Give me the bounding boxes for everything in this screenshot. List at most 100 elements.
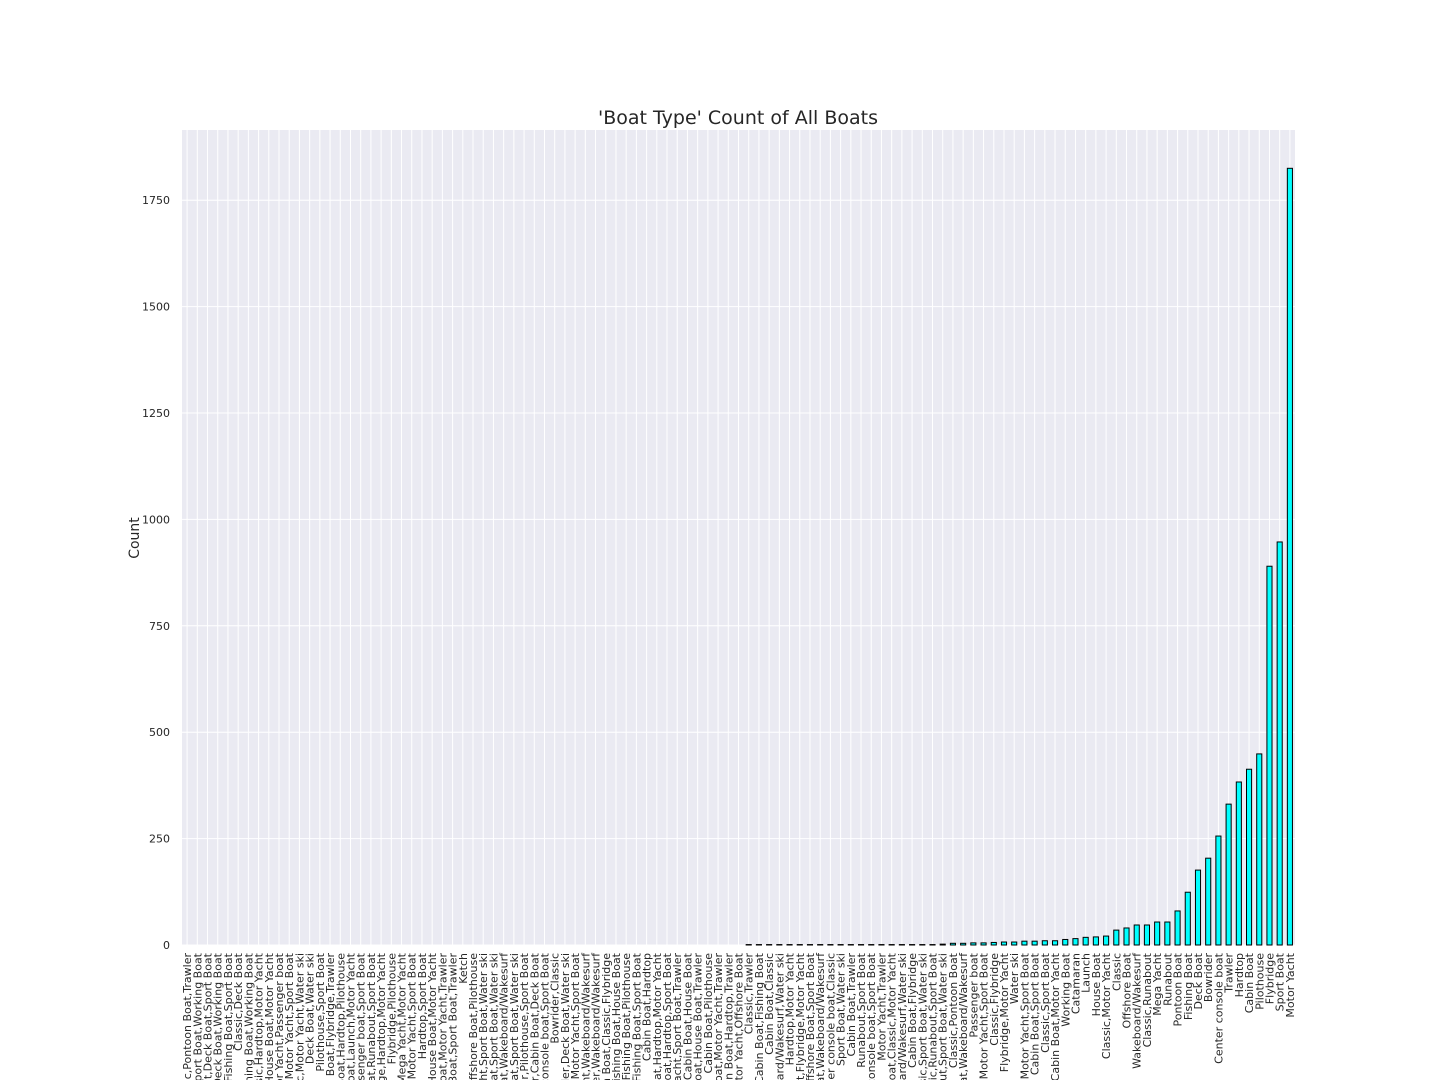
bar	[1225, 803, 1232, 946]
x-tick-label: der,Wakeboard/Wakesurf	[590, 952, 603, 1080]
x-tick-label: er,Cabin Boat,Deck Boat	[528, 952, 541, 1080]
x-tick-label: Flybridge,Pilothouse	[385, 953, 398, 1065]
x-tick-label: Bowrider,Classic	[549, 953, 562, 1044]
bar	[990, 941, 997, 946]
bar	[1000, 941, 1008, 946]
bar	[1072, 938, 1079, 946]
x-tick-label: board/Wakesurf,Water ski	[773, 953, 786, 1080]
bar	[1062, 938, 1069, 946]
x-tick-label: Hardtop,Sport Boat	[416, 952, 429, 1059]
x-tick-label: rider,Deck Boat,Water ski	[559, 953, 572, 1080]
x-tick-label: Cabin Boat,Trawler	[845, 953, 858, 1057]
x-tick-label: Pilothouse	[1253, 953, 1266, 1010]
y-tick-label: 1500	[142, 301, 170, 314]
bar	[1031, 940, 1038, 946]
x-tick-label: ,Fishing Boat,Sport Boat	[222, 952, 235, 1080]
x-tick-label: Pontoon Boat	[1172, 952, 1185, 1026]
x-tick-label: r,Motor Yacht,Sport Boat	[569, 952, 582, 1080]
y-tick-label: 1750	[142, 194, 170, 207]
x-tick-label: ,Fishing Boat,Pilothouse	[620, 953, 633, 1080]
x-tick-label: acht,Sport Boat,Water ski	[477, 953, 490, 1080]
x-tick-label: Classic	[1110, 953, 1123, 991]
x-tick-label: Water ski	[1008, 953, 1021, 1004]
x-tick-label: Boat,Motor Yacht,Trawler	[712, 953, 725, 1080]
bar	[949, 942, 956, 946]
bar	[1205, 857, 1212, 946]
x-tick-label: otor Yacht,Offshore Boat	[733, 952, 746, 1080]
bar	[1174, 910, 1181, 946]
bar	[1021, 940, 1028, 946]
bar	[1051, 940, 1059, 946]
bar	[1133, 924, 1140, 946]
x-tick-label: Classic,Runabout	[1141, 952, 1154, 1047]
bar	[1164, 921, 1171, 946]
y-tick-label: 0	[163, 939, 170, 952]
x-tick-label: Launch	[1080, 953, 1093, 993]
x-tick-label: cht,Wakeboard/Wakesurf	[579, 952, 592, 1080]
bar	[1256, 753, 1263, 946]
bar	[960, 942, 967, 946]
x-tick-label: Ketch	[457, 953, 470, 984]
x-tick-label: Classic,Motor Yacht	[1100, 952, 1113, 1059]
x-tick-label: boat,Sport Boat,Water ski	[508, 953, 521, 1080]
bar	[1113, 929, 1120, 946]
x-tick-label: oat,Wakeboard/Wakesurf	[498, 952, 511, 1080]
x-tick-label: board/Wakesurf,Water ski	[896, 953, 909, 1080]
x-tick-label: Runabout	[1161, 952, 1174, 1006]
x-tick-label: Mega Yacht	[1151, 952, 1164, 1015]
x-tick-label: Fishing Boat	[1182, 952, 1195, 1020]
x-tick-label: ishing Boat,Working Boat	[242, 952, 255, 1080]
x-tick-label: Deck Boat	[1192, 952, 1205, 1009]
x-tick-label: Offshore Boat,Sport Boat	[804, 952, 817, 1080]
x-tick-label: Hardtop,Motor Yacht	[784, 952, 797, 1065]
x-tick-label: Sport Boat,Working Boat	[191, 952, 204, 1080]
x-tick-label: Offshore Boat,Pilothouse	[467, 953, 480, 1080]
x-tick-label: ,Fishing Boat,Sport Boat	[630, 952, 643, 1080]
x-tick-label: Cabin Boat,House Boat	[681, 952, 694, 1080]
bar	[1082, 936, 1089, 946]
x-tick-label: House Boat,Motor Yacht	[426, 952, 439, 1080]
x-tick-label: Pilothouse,Sport Boat	[314, 952, 327, 1071]
x-tick-label: Cabin Boat,Sport Boat	[1029, 952, 1042, 1075]
bar	[970, 942, 977, 946]
x-tick-label: Cabin Boat,Classic	[763, 953, 776, 1055]
x-tick-label: Deck Boat,Water ski	[304, 953, 317, 1064]
x-tick-label: Classic,Deck Boat	[232, 952, 245, 1051]
x-tick-label: oat,Deck Boat,Sport Boat	[202, 952, 215, 1080]
x-tick-label: Classic,Trawler	[743, 953, 756, 1035]
x-tick-label: sic,Pontoon Boat,Trawler	[181, 953, 194, 1080]
x-tick-label: Fishing Boat,House Boat	[610, 952, 623, 1080]
x-tick-label: Cabin Boat	[1243, 952, 1256, 1013]
bar	[1245, 768, 1253, 946]
x-tick-label: e Boat,Sport Boat,Trawler	[447, 953, 460, 1080]
x-tick-label: ,Deck Boat,Working Boat	[212, 952, 225, 1080]
x-tick-label: Cabin Boat,Flybridge	[906, 953, 919, 1068]
bar	[1276, 541, 1283, 946]
bar	[1092, 936, 1099, 946]
x-tick-label: oat,Wakeboard/Wakesurf	[814, 952, 827, 1080]
x-tick-label: Offshore Boat	[1121, 952, 1134, 1028]
x-tick-label: House Boat	[1090, 952, 1103, 1016]
x-tick-label: assenger boat,Sport Boat	[355, 952, 368, 1080]
y-tick-label: 1250	[142, 407, 170, 420]
x-tick-label: ,House Boat,Motor Yacht	[263, 952, 276, 1080]
x-tick-label: Sport Boat	[1274, 952, 1287, 1011]
bar	[980, 942, 987, 946]
y-axis-label: Count	[127, 517, 143, 559]
x-tick-label: Center console boat	[1212, 952, 1225, 1064]
y-tick-label: 750	[149, 620, 170, 633]
y-tick-label: 500	[149, 726, 170, 739]
bar	[1184, 891, 1191, 946]
x-tick-label: ic,Motor Yacht,Water ski	[293, 953, 306, 1080]
bar	[1286, 167, 1293, 946]
x-tick-label: Motor Yacht,Trawler	[875, 953, 888, 1061]
x-tick-label: Boat,Launch,Motor Yacht	[344, 952, 357, 1080]
x-tick-label: Boat,House Boat,Trawler	[692, 953, 705, 1080]
x-tick-label: assic,Hardtop,Motor Yacht	[253, 952, 266, 1080]
bar	[1215, 835, 1222, 946]
x-tick-label: Passenger boat	[967, 952, 980, 1037]
bar	[1123, 927, 1130, 946]
x-tick-label: oat,Wakeboard/Wakesurf	[957, 952, 970, 1080]
x-tick-label: Boat,Classic,Motor Yacht	[886, 952, 899, 1080]
